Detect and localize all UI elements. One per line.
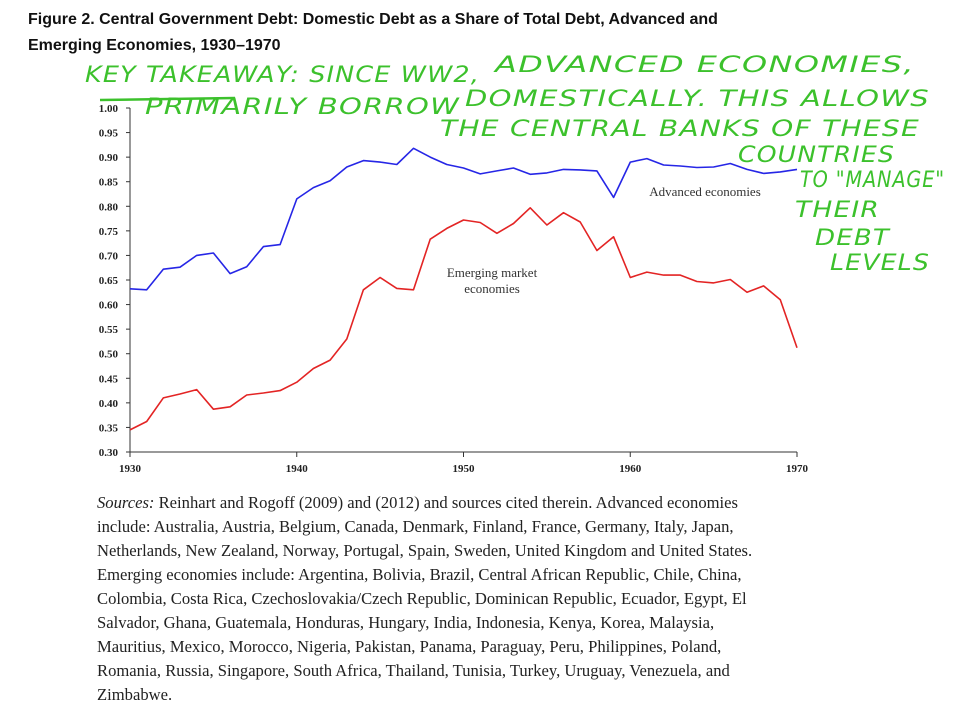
- x-tick-label: 1940: [286, 463, 309, 475]
- x-tick-label: 1930: [119, 463, 142, 475]
- sources-text: Emerging economies include: Argentina, B…: [97, 565, 742, 584]
- sources-text: Mauritius, Mexico, Morocco, Nigeria, Pak…: [97, 637, 721, 656]
- handwritten-note: LEVELS: [830, 251, 930, 276]
- y-tick-label: 0.30: [99, 447, 119, 459]
- x-tick-label: 1950: [453, 463, 476, 475]
- series-label: Advanced economies: [649, 184, 761, 199]
- sources-label: Sources:: [97, 493, 154, 512]
- sources-text: Zimbabwe.: [97, 685, 172, 704]
- handwritten-note: DEBT: [815, 226, 891, 251]
- y-tick-label: 0.40: [99, 398, 119, 410]
- sources-text: Netherlands, New Zealand, Norway, Portug…: [97, 541, 752, 560]
- y-tick-label: 0.55: [99, 324, 119, 336]
- sources-text: Reinhart and Rogoff (2009) and (2012) an…: [159, 493, 738, 512]
- chart-title: Figure 2. Central Government Debt: Domes…: [28, 11, 718, 28]
- y-tick-label: 0.45: [99, 373, 119, 385]
- handwritten-note: KEY TAKEAWAY: SINCE WW2,: [85, 63, 480, 88]
- handwritten-note: TO "MANAGE": [800, 168, 945, 193]
- y-tick-label: 0.50: [99, 349, 119, 361]
- handwritten-note: COUNTRIES: [738, 143, 895, 168]
- series-label: economies: [464, 281, 520, 296]
- x-tick-label: 1960: [619, 463, 642, 475]
- handwritten-underline: [99, 96, 236, 102]
- y-tick-label: 0.85: [99, 177, 119, 189]
- series-line: [129, 207, 798, 431]
- y-tick-label: 0.65: [99, 275, 119, 287]
- series-line: [129, 147, 798, 291]
- handwritten-note: ADVANCED ECONOMIES,: [492, 53, 915, 78]
- y-tick-label: 0.60: [99, 300, 119, 312]
- sources-text: Salvador, Ghana, Guatemala, Honduras, Hu…: [97, 613, 714, 632]
- sources-text: Colombia, Costa Rica, Czechoslovakia/Cze…: [97, 589, 747, 608]
- y-tick-label: 0.70: [99, 250, 119, 262]
- handwritten-note: DOMESTICALLY. THIS ALLOWS: [465, 87, 930, 112]
- y-tick-label: 1.00: [99, 103, 119, 115]
- y-tick-label: 0.95: [99, 128, 119, 140]
- handwritten-note: PRIMARILY BORROW: [145, 95, 460, 120]
- y-tick-label: 0.35: [99, 422, 119, 434]
- y-tick-label: 0.75: [99, 226, 119, 238]
- handwritten-note: THEIR: [795, 198, 880, 223]
- sources-text: include: Australia, Austria, Belgium, Ca…: [97, 517, 734, 536]
- y-tick-label: 0.90: [99, 152, 119, 164]
- sources: Sources: Reinhart and Rogoff (2009) and …: [97, 493, 738, 512]
- chart-title: Emerging Economies, 1930–1970: [28, 37, 281, 54]
- x-tick-label: 1970: [786, 463, 809, 475]
- series-label: Emerging market: [447, 265, 538, 280]
- sources-text: Romania, Russia, Singapore, South Africa…: [97, 661, 730, 680]
- handwritten-note: THE CENTRAL BANKS OF THESE: [440, 117, 920, 142]
- y-tick-label: 0.80: [99, 201, 119, 213]
